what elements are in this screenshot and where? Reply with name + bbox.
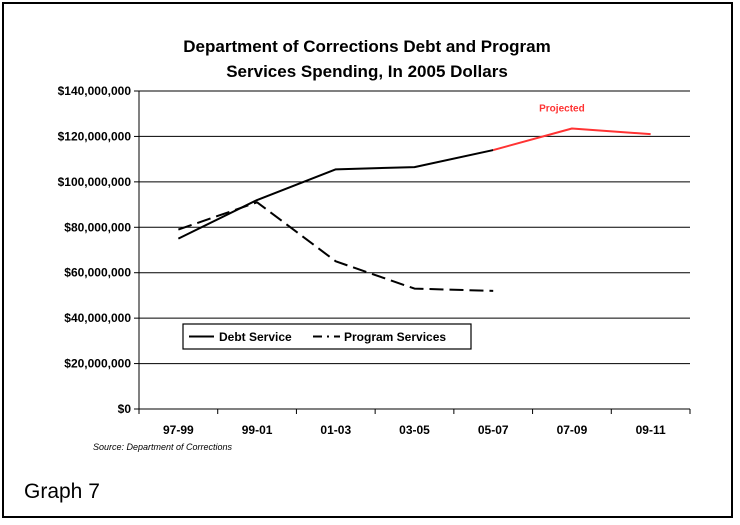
x-tick-labels: 97-99 99-01 01-03 03-05 05-07 07-09 09-11 (163, 423, 666, 437)
legend: Debt Service Program Services (182, 323, 472, 350)
x-tick-label: 99-01 (242, 423, 273, 437)
chart-title-line-2: Services Spending, In 2005 Dollars (226, 62, 508, 81)
y-tick-label: $100,000,000 (58, 175, 132, 189)
y-tick-label: $60,000,000 (64, 266, 131, 280)
chart-title-line-1: Department of Corrections Debt and Progr… (183, 37, 550, 56)
gridlines (139, 90, 690, 365)
y-tick-label: $40,000,000 (64, 311, 131, 325)
series-line-debt-service (177, 149, 494, 240)
x-tick-label: 97-99 (163, 423, 194, 437)
source-note: Source: Department of Corrections (93, 442, 233, 452)
series-lines (177, 127, 651, 292)
series-line-program-services (178, 201, 494, 292)
series-line-debt-service-projected (492, 127, 651, 152)
y-tick-label: $140,000,000 (58, 84, 132, 98)
y-tick-label: $0 (118, 402, 132, 416)
legend-label-program-services: Program Services (344, 330, 446, 344)
legend-label-debt-service: Debt Service (219, 330, 292, 344)
x-tick-label: 01-03 (320, 423, 351, 437)
x-tick-label: 09-11 (636, 423, 666, 437)
x-tick-label: 03-05 (399, 423, 430, 437)
y-tick-labels: $0 $20,000,000 $40,000,000 $60,000,000 $80,0… (58, 84, 132, 416)
projected-label: Projected (539, 103, 585, 114)
axes (134, 90, 691, 414)
chart-frame (2, 2, 733, 518)
x-tick-label: 05-07 (478, 423, 509, 437)
y-tick-label: $80,000,000 (64, 220, 131, 234)
graph-caption: Graph 7 (24, 480, 100, 503)
x-tick-label: 07-09 (557, 423, 588, 437)
y-tick-label: $120,000,000 (58, 129, 132, 143)
y-tick-label: $20,000,000 (64, 357, 131, 371)
